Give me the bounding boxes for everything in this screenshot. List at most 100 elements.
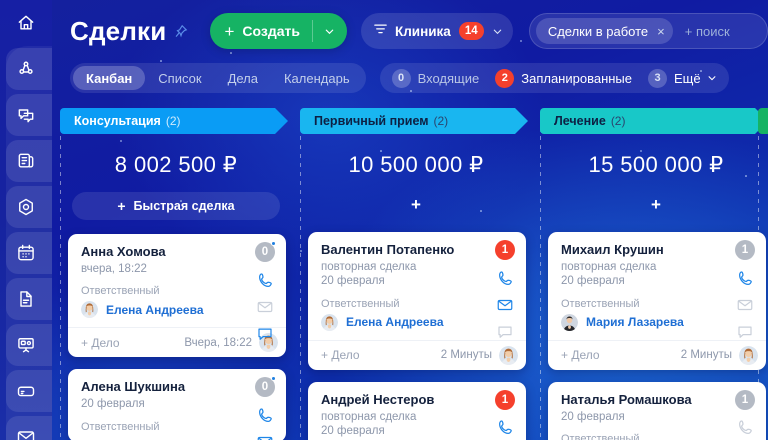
column-header[interactable]: Лечение (2) <box>540 108 768 134</box>
sidebar-item-sites[interactable] <box>0 322 52 368</box>
deal-card[interactable]: Анна Хомова вчера, 18:22 Ответственный Е… <box>68 234 286 358</box>
add-task-button[interactable]: + Дело <box>321 348 360 363</box>
sidebar-item-crm[interactable] <box>0 184 52 230</box>
card-responsible[interactable]: Мария Лазарева <box>561 313 722 331</box>
tab-label: Канбан <box>86 70 133 86</box>
card-title[interactable]: Валентин Потапенко <box>321 242 455 257</box>
status-filter-bar: 0 Входящие 2 Запланированные 3 Ещё <box>379 63 729 93</box>
sidebar-item-messenger[interactable] <box>0 92 52 138</box>
card-counter-badge[interactable]: 1 <box>495 389 515 410</box>
sidebar-item-documents[interactable] <box>0 276 52 322</box>
status-count-badge: 3 <box>648 68 668 88</box>
add-task-button[interactable]: + Дело <box>81 335 120 350</box>
add-deal-button[interactable]: + <box>411 195 421 214</box>
kanban-board: Консультация (2) 8 002 500 ₽ + Быстрая сделк… <box>52 104 768 440</box>
phone-icon[interactable] <box>736 419 755 437</box>
add-task-button[interactable]: + Дело <box>561 348 600 363</box>
card-responsible[interactable]: Елена Андреева <box>321 313 482 331</box>
star <box>120 140 122 142</box>
envelope-icon[interactable] <box>496 296 514 314</box>
chevron-down-icon[interactable] <box>492 26 503 37</box>
search-bar[interactable]: Сделки в работе × + поиск <box>528 13 768 49</box>
status-count-badge: 0 <box>391 68 411 88</box>
deal-card[interactable]: Наталья Ромашкова 20 февраля Ответственн… <box>548 381 766 440</box>
card-footer: + Дело 2 Минуты <box>548 339 766 370</box>
phone-icon[interactable] <box>496 419 515 437</box>
card-body: Алена Шукшина 20 февраля Ответственный <box>68 369 286 440</box>
sidebar-item-feed[interactable] <box>0 46 52 92</box>
sidebar-item-mail[interactable] <box>0 414 52 440</box>
column-header[interactable]: Консультация (2) <box>60 108 288 134</box>
phone-icon[interactable] <box>496 269 515 287</box>
hexagon-icon <box>16 197 36 217</box>
tab-1[interactable]: Канбан <box>73 66 146 90</box>
card-title[interactable]: Анна Хомова <box>81 244 166 259</box>
add-deal-button[interactable]: + <box>651 195 661 214</box>
column-header[interactable]: Первичный прием (2) <box>300 108 528 134</box>
status-item-1[interactable]: 0 Входящие <box>391 68 479 88</box>
phone-icon[interactable] <box>256 406 275 424</box>
card-timestamp: Вчера, 18:22 <box>184 336 252 349</box>
column-total: 15 500 000 ₽ <box>588 152 724 177</box>
clinic-filter-button[interactable]: Клиника 14 <box>360 13 513 49</box>
search-input[interactable]: + поиск <box>684 23 730 39</box>
phone-icon[interactable] <box>256 271 275 289</box>
card-footer: + Дело Вчера, 18:22 <box>68 327 286 357</box>
phone-icon[interactable] <box>736 269 755 287</box>
responsible-name[interactable]: Мария Лазарева <box>586 315 684 330</box>
responsible-name[interactable]: Елена Андреева <box>346 315 444 330</box>
search-filter-chip[interactable]: Сделки в работе × <box>535 18 673 44</box>
column-title: Лечение <box>554 114 606 128</box>
left-sidebar <box>0 0 52 440</box>
clinic-filter-badge: 14 <box>458 22 484 40</box>
close-icon[interactable]: × <box>657 23 665 39</box>
deal-card[interactable]: Андрей Нестеров повторная сделка 20 февра… <box>308 381 526 440</box>
card-counter-badge[interactable]: 0 <box>255 241 276 262</box>
deal-card[interactable]: Алена Шукшина 20 февраля Ответственный 0 <box>68 369 286 440</box>
card-counter-value: 0 <box>261 246 269 258</box>
card-counter-badge[interactable]: 1 <box>495 240 515 260</box>
card-responsible[interactable]: Елена Андреева <box>81 301 242 319</box>
deal-card[interactable]: Михаил Крушин повторная сделка 20 февраля… <box>548 232 766 370</box>
sidebar-item-home[interactable] <box>0 0 52 46</box>
card-title[interactable]: Алена Шукшина <box>81 379 186 395</box>
divider <box>311 20 313 42</box>
kanban-column-1: Консультация (2) 8 002 500 ₽ + Быстрая сделк… <box>60 104 292 440</box>
chevron-down-icon[interactable] <box>707 73 717 83</box>
tab-4[interactable]: Календарь <box>271 66 363 90</box>
calendar-icon <box>16 243 36 263</box>
tab-2[interactable]: Список <box>145 66 214 90</box>
card-title[interactable]: Михаил Крушин <box>561 242 664 257</box>
sidebar-item-tasks[interactable] <box>0 138 52 184</box>
card-counter-badge[interactable]: 1 <box>735 240 755 260</box>
envelope-icon[interactable] <box>256 298 274 316</box>
status-item-3[interactable]: 3 Ещё <box>648 68 717 88</box>
card-body: Анна Хомова вчера, 18:22 Ответственный Е… <box>68 234 286 327</box>
quick-deal-button[interactable]: + Быстрая сделка <box>72 192 280 220</box>
sidebar-item-calendar[interactable] <box>0 230 52 276</box>
envelope-icon[interactable] <box>736 296 754 314</box>
chat-icon[interactable] <box>256 325 274 343</box>
tab-3[interactable]: Дела <box>215 66 271 90</box>
create-button[interactable]: + Создать <box>210 13 347 49</box>
chat-icon[interactable] <box>496 323 514 341</box>
card-body: Андрей Нестеров повторная сделка 20 февра… <box>308 382 526 440</box>
card-title[interactable]: Андрей Нестеров <box>321 391 435 407</box>
chevron-down-icon[interactable] <box>315 26 345 37</box>
column-header[interactable] <box>758 108 768 134</box>
card-title[interactable]: Наталья Ромашкова <box>561 391 692 407</box>
responsible-name[interactable]: Елена Андреева <box>106 302 204 317</box>
star <box>410 90 412 92</box>
chat-icon[interactable] <box>736 323 754 341</box>
avatar <box>499 345 518 365</box>
card-counter-badge[interactable]: 1 <box>735 389 755 410</box>
sidebar-item-drive[interactable] <box>0 368 52 414</box>
column-divider <box>300 136 301 440</box>
deal-card[interactable]: Валентин Потапенко повторная сделка 20 фе… <box>308 232 526 370</box>
star <box>160 60 162 62</box>
status-item-2[interactable]: 2 Запланированные <box>495 68 632 88</box>
card-counter-badge[interactable]: 0 <box>255 376 276 398</box>
envelope-icon[interactable] <box>256 433 274 440</box>
pin-icon[interactable] <box>174 24 188 38</box>
